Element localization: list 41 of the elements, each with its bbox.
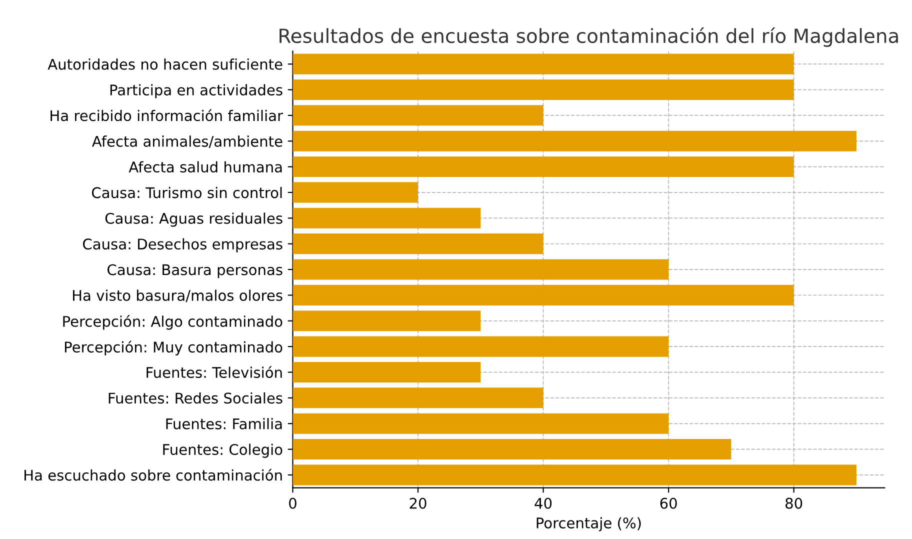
y-tick-label: Percepción: Algo contaminado (63, 315, 282, 330)
bar (292, 259, 669, 280)
y-tick-label: Percepción: Muy contaminado (64, 340, 282, 356)
bar (292, 284, 794, 306)
bar (292, 439, 732, 460)
bar (292, 54, 794, 74)
x-tick-label: 80 (786, 498, 802, 509)
bar (292, 310, 481, 332)
y-tick-label: Participa en actividades (110, 84, 282, 98)
y-tick-label: Fuentes: Colegio (163, 444, 282, 458)
y-tick-label: Autoridades no hacen suficiente (48, 58, 282, 70)
bar (292, 234, 544, 254)
bar (292, 362, 481, 382)
y-tick-label: Fuentes: Familia (166, 418, 282, 430)
y-tick-label: Causa: Aguas residuales (105, 212, 282, 227)
y-tick-label: Causa: Turismo sin control (92, 186, 282, 198)
y-tick-label: Causa: Basura personas (108, 264, 282, 278)
y-tick-label: Afecta animales/ambiente (92, 136, 282, 148)
x-tick-label: 60 (660, 498, 677, 509)
x-tick-label: 0 (289, 498, 296, 509)
bar (292, 105, 544, 126)
bar (292, 464, 856, 486)
y-tick-label: Ha recibido información familiar (50, 109, 284, 122)
bar (292, 130, 856, 152)
bar (292, 388, 544, 408)
bar (292, 413, 669, 434)
chart-title: Resultados de encuesta sobre contaminación del río Magdalena (280, 27, 898, 47)
x-tick-label: 20 (410, 498, 426, 509)
y-tick-label: Afecta salud humana (128, 161, 282, 173)
y-tick-label: Fuentes: Redes Sociales (108, 392, 282, 404)
x-axis-title: Porcentaje (%) (536, 517, 641, 532)
x-tick-label: 40 (534, 498, 552, 509)
bar (292, 182, 418, 203)
bar (292, 79, 794, 100)
y-tick-label: Causa: Desechos empresas (83, 238, 282, 252)
y-tick-label: Ha visto basura/malos olores (73, 290, 282, 302)
y-tick-label: Ha escuchado sobre contaminación (24, 468, 282, 481)
bar (292, 208, 481, 228)
y-tick-label: Fuentes: Televisión (146, 366, 282, 378)
bar (292, 156, 794, 178)
bar (292, 336, 669, 357)
